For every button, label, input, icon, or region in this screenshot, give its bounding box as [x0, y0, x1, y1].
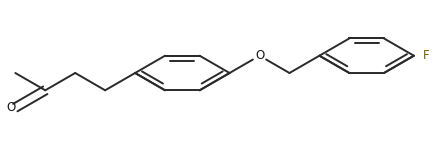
Text: O: O	[7, 101, 16, 114]
Text: O: O	[255, 49, 264, 62]
Text: F: F	[423, 49, 429, 62]
